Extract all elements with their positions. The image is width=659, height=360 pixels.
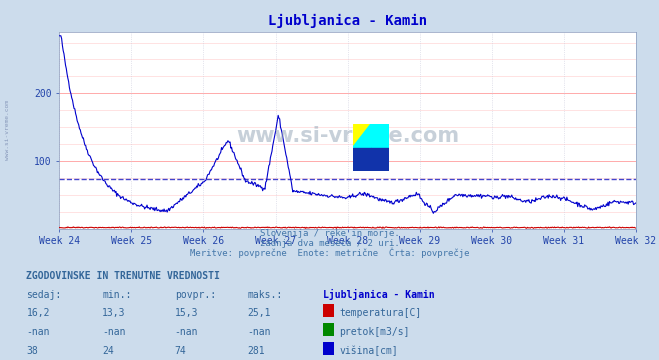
Text: Ljubljanica - Kamin: Ljubljanica - Kamin <box>323 289 434 300</box>
Text: 16,2: 16,2 <box>26 309 50 319</box>
Text: povpr.:: povpr.: <box>175 290 215 300</box>
Text: višina[cm]: višina[cm] <box>339 346 398 356</box>
Bar <box>353 124 370 148</box>
Bar <box>353 148 389 171</box>
Polygon shape <box>353 124 370 148</box>
Text: Meritve: povprečne  Enote: metrične  Črta: povprečje: Meritve: povprečne Enote: metrične Črta:… <box>190 247 469 258</box>
Text: temperatura[C]: temperatura[C] <box>339 309 422 319</box>
Text: www.si-vreme.com: www.si-vreme.com <box>5 100 11 159</box>
Text: 25,1: 25,1 <box>247 309 271 319</box>
Text: 281: 281 <box>247 346 265 356</box>
Text: -nan: -nan <box>26 327 50 337</box>
Text: maks.:: maks.: <box>247 290 282 300</box>
Text: min.:: min.: <box>102 290 132 300</box>
Text: 74: 74 <box>175 346 186 356</box>
Text: -nan: -nan <box>102 327 126 337</box>
Text: -nan: -nan <box>247 327 271 337</box>
Text: ZGODOVINSKE IN TRENUTNE VREDNOSTI: ZGODOVINSKE IN TRENUTNE VREDNOSTI <box>26 271 220 281</box>
Text: Slovenija / reke in morje.: Slovenija / reke in morje. <box>260 229 399 238</box>
Text: 13,3: 13,3 <box>102 309 126 319</box>
Text: sedaj:: sedaj: <box>26 290 61 300</box>
Bar <box>370 124 389 148</box>
Text: www.si-vreme.com: www.si-vreme.com <box>236 126 459 147</box>
Text: 38: 38 <box>26 346 38 356</box>
Text: zadnja dva meseca / 2 uri.: zadnja dva meseca / 2 uri. <box>260 239 399 248</box>
Polygon shape <box>353 148 370 171</box>
Text: 24: 24 <box>102 346 114 356</box>
Title: Ljubljanica - Kamin: Ljubljanica - Kamin <box>268 14 427 28</box>
Text: pretok[m3/s]: pretok[m3/s] <box>339 327 410 337</box>
Text: -nan: -nan <box>175 327 198 337</box>
Text: 15,3: 15,3 <box>175 309 198 319</box>
